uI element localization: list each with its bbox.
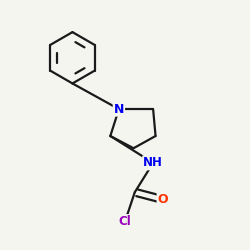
Text: NH: NH bbox=[143, 156, 163, 170]
Text: N: N bbox=[114, 102, 124, 116]
Text: O: O bbox=[158, 193, 168, 206]
Text: Cl: Cl bbox=[119, 215, 132, 228]
